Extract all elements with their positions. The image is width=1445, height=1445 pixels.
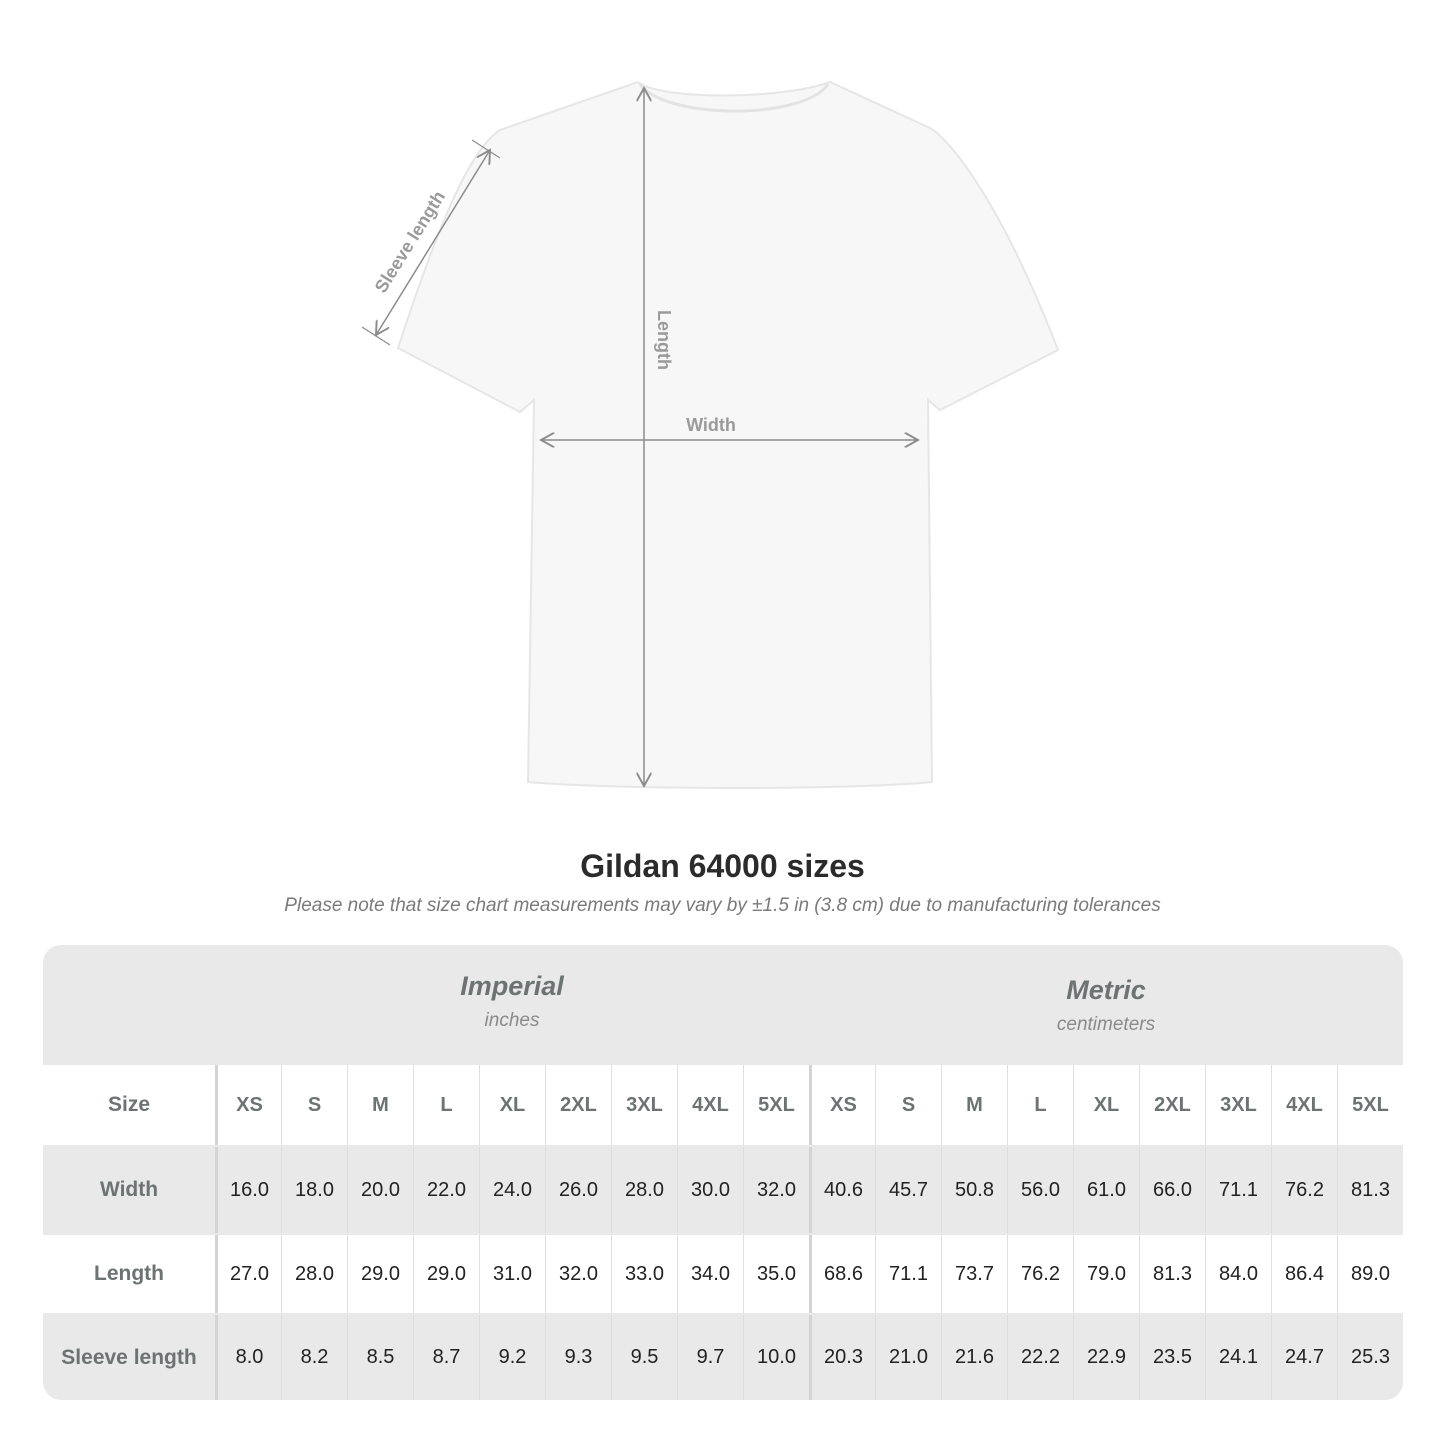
- metric-value-cell: 86.4: [1271, 1235, 1337, 1313]
- imperial-value-cell: 18.0: [281, 1147, 347, 1233]
- imperial-value-cell: 20.0: [347, 1147, 413, 1233]
- metric-value-cell: 56.0: [1007, 1147, 1073, 1233]
- imperial-value-cell: 30.0: [677, 1147, 743, 1233]
- imperial-value-cell: 28.0: [281, 1235, 347, 1313]
- metric-value-cell: 45.7: [875, 1147, 941, 1233]
- size-header-metric: M: [941, 1065, 1007, 1145]
- metric-value-cell: 68.6: [809, 1235, 875, 1313]
- size-table: Imperial inches Metric centimeters Size X…: [43, 945, 1403, 1400]
- size-header-imperial: 5XL: [743, 1065, 809, 1145]
- imperial-value-cell: 29.0: [347, 1235, 413, 1313]
- row-label: Sleeve length: [61, 1345, 197, 1369]
- imperial-value-cell: 32.0: [545, 1235, 611, 1313]
- row-label: Size: [107, 1093, 151, 1116]
- size-header-imperial: S: [281, 1065, 347, 1145]
- table-row: Width 16.0 18.0 20.0 22.0 24.0 26.0 28.0 30.0 32.…: [43, 1147, 1403, 1233]
- imperial-value-cell: 8.5: [347, 1315, 413, 1400]
- imperial-value-cell: 28.0: [611, 1147, 677, 1233]
- imperial-value-cell: 9.5: [611, 1315, 677, 1400]
- imperial-value-cell: 35.0: [743, 1235, 809, 1313]
- metric-value-cell: 40.6: [809, 1147, 875, 1233]
- metric-value-cell: 20.3: [809, 1315, 875, 1400]
- size-header-metric: S: [875, 1065, 941, 1145]
- size-header-imperial: XL: [479, 1065, 545, 1145]
- size-header-imperial: 3XL: [611, 1065, 677, 1145]
- metric-value-cell: 71.1: [875, 1235, 941, 1313]
- size-header-imperial: 2XL: [545, 1065, 611, 1145]
- size-header-metric: XL: [1073, 1065, 1139, 1145]
- imperial-value-cell: 24.0: [479, 1147, 545, 1233]
- width-label: Width: [686, 415, 736, 435]
- metric-value-cell: 23.5: [1139, 1315, 1205, 1400]
- tolerance-note: Please note that size chart measurements…: [284, 895, 1161, 916]
- metric-value-cell: 50.8: [941, 1147, 1007, 1233]
- size-header-metric: 3XL: [1205, 1065, 1271, 1145]
- imperial-value-cell: 29.0: [413, 1235, 479, 1313]
- imperial-value-cell: 9.3: [545, 1315, 611, 1400]
- metric-value-cell: 81.3: [1139, 1235, 1205, 1313]
- imperial-header: Imperial inches: [215, 945, 809, 1063]
- imperial-value-cell: 27.0: [215, 1235, 281, 1313]
- imperial-value-cell: 9.7: [677, 1315, 743, 1400]
- size-header-imperial: 4XL: [677, 1065, 743, 1145]
- metric-value-cell: 89.0: [1337, 1235, 1403, 1313]
- size-header-imperial: M: [347, 1065, 413, 1145]
- imperial-value-cell: 9.2: [479, 1315, 545, 1400]
- tshirt-shape: [396, 80, 1060, 789]
- metric-header: Metric centimeters: [809, 945, 1403, 1063]
- metric-unit: centimeters: [1056, 1014, 1156, 1035]
- imperial-value-cell: 8.7: [413, 1315, 479, 1400]
- metric-value-cell: 76.2: [1007, 1235, 1073, 1313]
- metric-value-cell: 76.2: [1271, 1147, 1337, 1233]
- metric-value-cell: 22.2: [1007, 1315, 1073, 1400]
- size-header-metric: 2XL: [1139, 1065, 1205, 1145]
- page-title: Gildan 64000 sizes: [580, 848, 865, 884]
- size-header-row: Size XS S M L XL 2XL 3XL 4XL 5XL XS S M L XL 2XL 3XL 4XL 5…: [43, 1065, 1403, 1145]
- metric-value-cell: 71.1: [1205, 1147, 1271, 1233]
- size-header-imperial: XS: [215, 1065, 281, 1145]
- metric-value-cell: 21.6: [941, 1315, 1007, 1400]
- sleeve-dimension-line: [376, 150, 490, 335]
- imperial-value-cell: 22.0: [413, 1147, 479, 1233]
- size-header-metric: 4XL: [1271, 1065, 1337, 1145]
- length-label: Length: [654, 310, 674, 370]
- metric-value-cell: 21.0: [875, 1315, 941, 1400]
- imperial-value-cell: 26.0: [545, 1147, 611, 1233]
- metric-value-cell: 61.0: [1073, 1147, 1139, 1233]
- metric-value-cell: 22.9: [1073, 1315, 1139, 1400]
- metric-value-cell: 24.1: [1205, 1315, 1271, 1400]
- table-row: Sleeve length 8.0 8.2 8.5 8.7 9.2 9.3 9.5 9.7 10.…: [43, 1315, 1403, 1400]
- size-header-metric: XS: [809, 1065, 875, 1145]
- size-header-metric: L: [1007, 1065, 1073, 1145]
- metric-title: Metric: [1066, 975, 1146, 1005]
- imperial-unit: inches: [484, 1010, 540, 1031]
- imperial-value-cell: 33.0: [611, 1235, 677, 1313]
- size-header-imperial: L: [413, 1065, 479, 1145]
- row-label: Length: [94, 1262, 164, 1285]
- row-label: Width: [99, 1178, 159, 1201]
- metric-value-cell: 79.0: [1073, 1235, 1139, 1313]
- metric-value-cell: 73.7: [941, 1235, 1007, 1313]
- imperial-value-cell: 16.0: [215, 1147, 281, 1233]
- imperial-value-cell: 31.0: [479, 1235, 545, 1313]
- tshirt-diagram: Sleeve length Length Width: [361, 80, 1060, 789]
- imperial-value-cell: 34.0: [677, 1235, 743, 1313]
- table-row: Length 27.0 28.0 29.0 29.0 31.0 32.0 33.0 34.0 35…: [43, 1235, 1403, 1313]
- imperial-value-cell: 8.2: [281, 1315, 347, 1400]
- imperial-title: Imperial: [460, 971, 564, 1001]
- metric-value-cell: 81.3: [1337, 1147, 1403, 1233]
- metric-value-cell: 25.3: [1337, 1315, 1403, 1400]
- imperial-value-cell: 8.0: [215, 1315, 281, 1400]
- metric-value-cell: 66.0: [1139, 1147, 1205, 1233]
- size-header-metric: 5XL: [1337, 1065, 1403, 1145]
- imperial-value-cell: 10.0: [743, 1315, 809, 1400]
- metric-value-cell: 84.0: [1205, 1235, 1271, 1313]
- metric-value-cell: 24.7: [1271, 1315, 1337, 1400]
- imperial-value-cell: 32.0: [743, 1147, 809, 1233]
